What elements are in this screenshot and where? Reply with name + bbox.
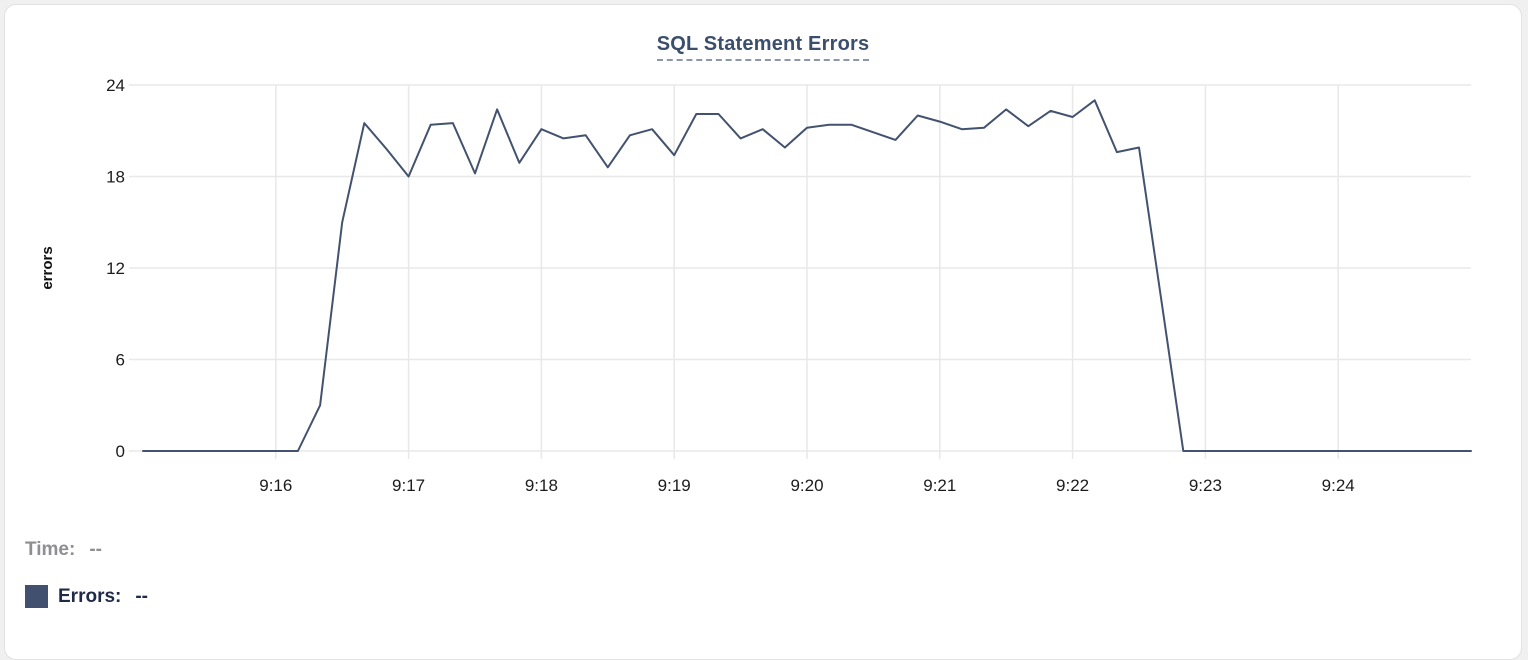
- x-tick-label: 9:22: [1056, 476, 1089, 495]
- chart-header: SQL Statement Errors: [5, 33, 1521, 61]
- y-tick-label: 18: [106, 168, 125, 187]
- x-tick-label: 9:24: [1322, 476, 1355, 495]
- gridlines: [129, 84, 1471, 459]
- legend-time-value: --: [89, 539, 102, 560]
- errors-series-swatch: [25, 585, 48, 608]
- legend-errors-row: Errors: --: [25, 585, 148, 608]
- errors-line: [142, 99, 1472, 452]
- x-tick-label: 9:20: [790, 476, 823, 495]
- y-tick-label: 24: [106, 76, 125, 95]
- line-chart-plot-area[interactable]: 0 6 12 18 24 9:16 9:17 9:18 9:19 9:20 9:21 9:22 9:23…: [5, 5, 1523, 659]
- x-tick-label: 9:19: [658, 476, 691, 495]
- legend-errors-label: Errors:: [58, 585, 122, 607]
- x-tick-label: 9:18: [525, 476, 558, 495]
- chart-card: SQL Statement Errors 0 6 12 18 24 9:16 9:17 9:1…: [4, 4, 1522, 660]
- y-axis-title: errors: [39, 246, 56, 289]
- legend-errors-value: --: [135, 585, 149, 607]
- x-tick-label: 9:17: [392, 476, 425, 495]
- y-tick-label: 12: [106, 259, 125, 278]
- legend-time-label: Time:: [25, 539, 76, 560]
- x-tick-label: 9:23: [1189, 476, 1222, 495]
- errors-series-line: [142, 99, 1472, 452]
- y-tick-label: 6: [116, 351, 125, 370]
- x-tick-label: 9:21: [923, 476, 956, 495]
- axis-tick-labels: 0 6 12 18 24 9:16 9:17 9:18 9:19 9:20 9:21 9:22 9:23…: [106, 76, 1355, 495]
- x-tick-label: 9:16: [259, 476, 292, 495]
- y-tick-label: 0: [116, 442, 125, 461]
- legend-time-row: Time: --: [25, 539, 102, 561]
- chart-title-link[interactable]: SQL Statement Errors: [656, 33, 870, 61]
